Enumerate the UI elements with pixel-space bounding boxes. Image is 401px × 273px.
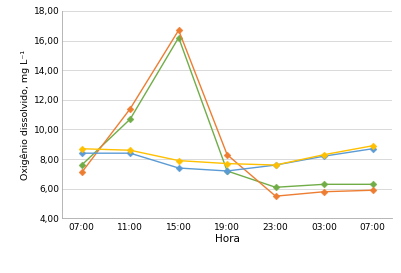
Y-axis label: Oxigênio dissolvido, mg L⁻¹: Oxigênio dissolvido, mg L⁻¹ <box>20 50 30 180</box>
X-axis label: Hora: Hora <box>214 234 239 244</box>
